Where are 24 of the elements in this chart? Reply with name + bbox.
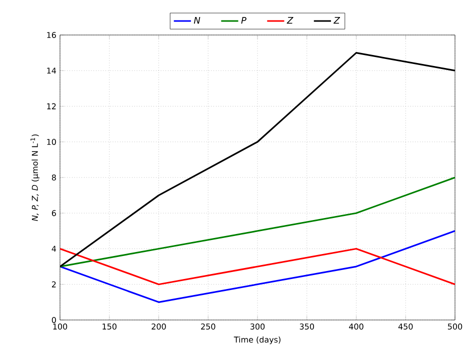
y-tick-label: 14	[47, 68, 56, 74]
y-tick-label: 0	[52, 316, 56, 324]
y-tick-label: 10	[47, 138, 56, 145]
y-tick-label: 8	[52, 174, 56, 181]
legend-label: P	[241, 17, 246, 24]
x-axis-title: Time (days)	[234, 336, 280, 344]
x-tick-label: 350	[300, 324, 314, 330]
x-tick-label: 150	[102, 324, 116, 330]
y-tick-label: 2	[52, 281, 56, 288]
x-tick-label: 300	[250, 324, 265, 330]
y-tick-label: 16	[47, 32, 56, 38]
y-tick-label: 4	[52, 246, 56, 252]
y-tick-label: 6	[52, 210, 56, 216]
x-tick-label: 200	[152, 324, 166, 330]
legend-label: Z	[286, 17, 294, 24]
x-tick-label: 500	[448, 324, 462, 330]
x-tick-label: 250	[201, 324, 216, 330]
legend-label: N	[194, 17, 200, 24]
legend-label: Z	[334, 17, 340, 24]
x-tick-label: 400	[349, 324, 364, 330]
x-tick-label: 100	[53, 324, 68, 330]
x-tick-label: 450	[398, 324, 413, 330]
y-tick-label: 12	[47, 103, 56, 110]
y-axis-title: N, P, Z, D (μmol N L$^{-1}$)	[30, 134, 40, 221]
